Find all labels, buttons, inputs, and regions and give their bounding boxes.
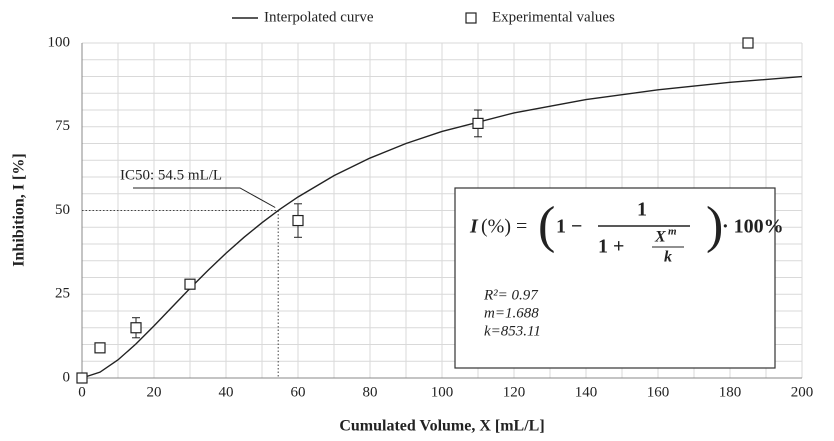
formula-part: (%) =	[481, 216, 527, 238]
data-point	[742, 37, 754, 49]
stat-label: k=853.11	[484, 323, 541, 339]
x-tick-label: 80	[363, 384, 378, 400]
legend-label: Interpolated curve	[264, 9, 374, 25]
formula-part: X	[654, 229, 666, 246]
legend-label: Experimental values	[492, 9, 615, 25]
y-tick-label: 25	[55, 286, 70, 302]
legend-swatch	[465, 12, 477, 24]
data-point	[184, 278, 196, 290]
x-tick-label: 100	[431, 384, 454, 400]
x-tick-label: 60	[291, 384, 306, 400]
formula-part: · 100%	[722, 216, 784, 238]
x-tick-label: 180	[719, 384, 742, 400]
formula-box	[454, 187, 776, 369]
y-tick-label: 75	[55, 118, 70, 134]
x-tick-label: 40	[219, 384, 234, 400]
y-tick-label: 0	[63, 369, 71, 385]
formula-part: m	[668, 226, 677, 238]
paren: (	[538, 197, 555, 254]
data-point	[94, 342, 106, 354]
data-point	[292, 214, 304, 227]
formula-part: 1	[637, 199, 647, 221]
x-tick-label: 20	[147, 384, 162, 400]
x-tick-label: 200	[791, 384, 814, 400]
ic50-label: IC50: 54.5 mL/L	[120, 167, 222, 183]
data-point	[130, 322, 142, 334]
x-tick-label: 140	[575, 384, 598, 400]
ic50-arrow	[133, 187, 276, 208]
x-tick-label: 160	[647, 384, 670, 400]
stat-label: R²= 0.97	[483, 287, 539, 303]
paren: )	[706, 197, 723, 254]
x-tick-label: 0	[78, 384, 86, 400]
formula-part: 1 −	[556, 216, 582, 238]
x-tick-label: 120	[503, 384, 526, 400]
data-point	[76, 372, 88, 384]
y-tick-label: 100	[48, 34, 71, 50]
x-axis-label: Cumulated Volume, X [mL/L]	[339, 418, 544, 435]
y-tick-label: 50	[55, 202, 70, 218]
stat-label: m=1.688	[484, 305, 539, 321]
formula-part: k	[664, 249, 672, 266]
curve	[81, 75, 803, 379]
formula-part: 1 +	[598, 236, 624, 258]
formula-part: I	[469, 216, 479, 238]
y-axis-label: Inhibition, I [%]	[11, 153, 28, 266]
data-point	[472, 117, 484, 130]
